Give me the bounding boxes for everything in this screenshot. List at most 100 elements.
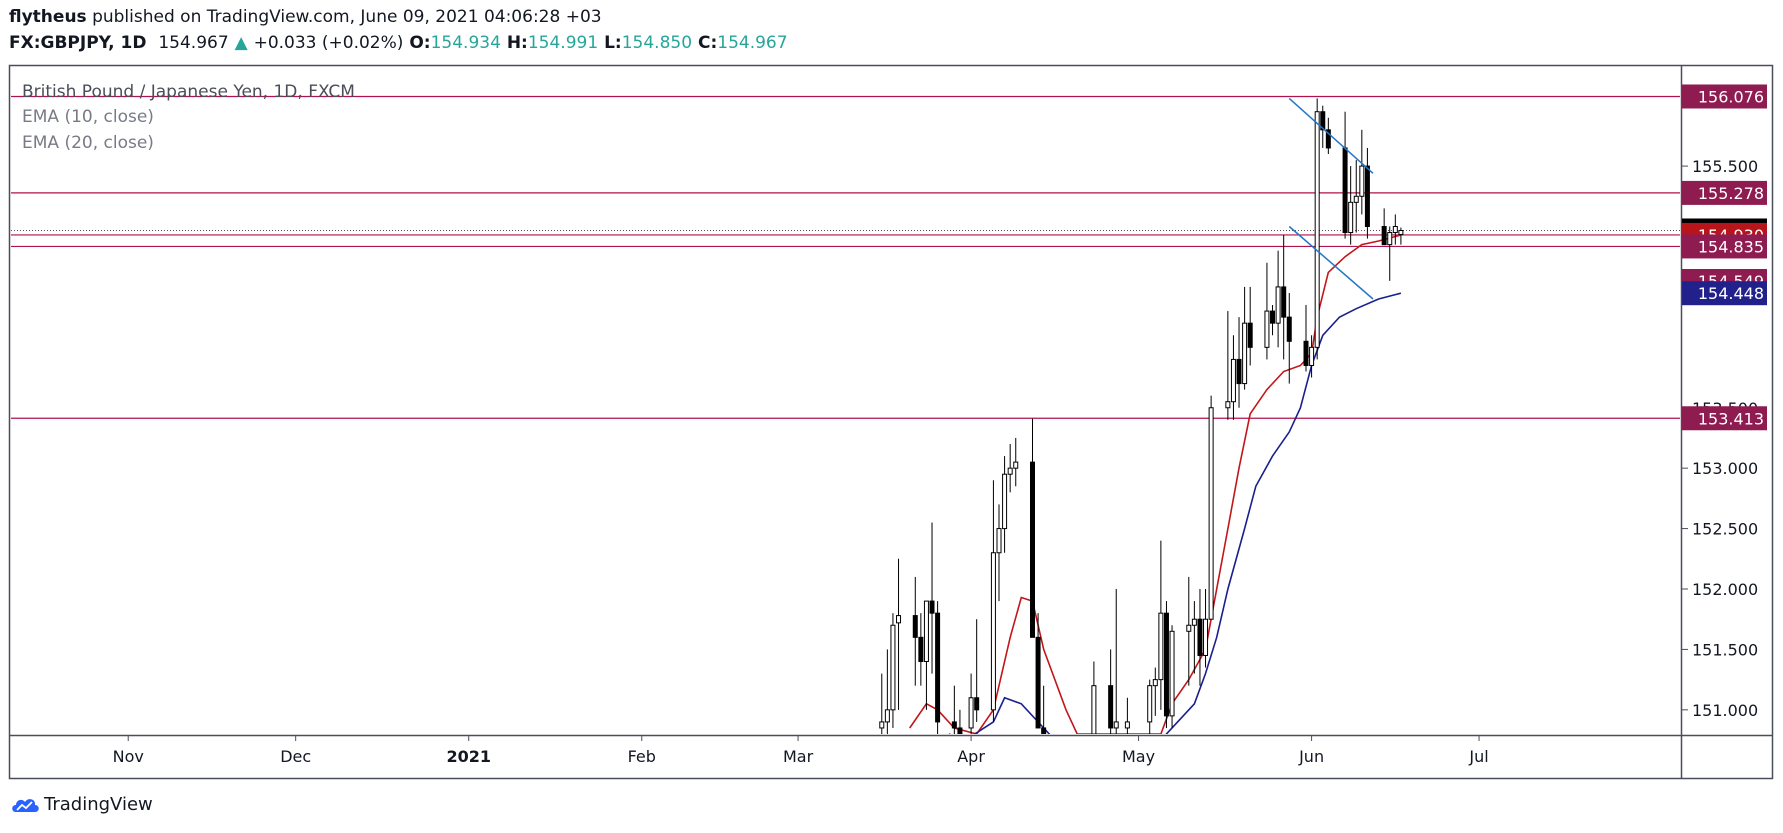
candle-body	[1035, 636, 1041, 729]
candle	[923, 600, 929, 710]
candle-body	[929, 600, 935, 614]
change-arrow-icon: ▲	[234, 33, 248, 53]
candle	[1163, 601, 1169, 728]
candle-body	[1002, 473, 1008, 530]
candle-body	[1325, 129, 1331, 149]
tradingview-cloud-icon	[12, 798, 39, 812]
candle	[1392, 214, 1398, 245]
y-tick-label: 151.500	[1692, 640, 1758, 659]
candle-body	[1186, 624, 1192, 632]
candle	[1364, 147, 1370, 239]
candle	[1387, 226, 1393, 281]
candle-body	[1247, 322, 1253, 348]
candle	[1348, 166, 1354, 245]
candle	[1314, 98, 1320, 360]
price-badge-label: 154.448	[1698, 284, 1764, 303]
footer-brand[interactable]: TradingView	[10, 794, 153, 815]
candle-body	[1169, 630, 1175, 717]
candle-body	[1281, 286, 1287, 318]
y-tick-label: 152.500	[1692, 520, 1758, 539]
candle	[1398, 227, 1404, 245]
candle-body	[1029, 461, 1035, 638]
candle	[1286, 292, 1292, 384]
published-text: published on TradingView.com, June 09, 2…	[92, 7, 602, 27]
candle-body	[1191, 618, 1197, 626]
candle-body	[1197, 618, 1203, 656]
candle-body	[896, 615, 902, 624]
brand-name: TradingView	[44, 794, 153, 815]
candle	[1186, 576, 1192, 686]
candle-body	[990, 552, 996, 711]
candle	[929, 522, 935, 674]
candle-body	[1007, 467, 1013, 475]
candle-body	[951, 721, 957, 729]
legend-ema10[interactable]: EMA (10, close)	[22, 107, 154, 127]
candle-body	[957, 727, 963, 734]
candle	[951, 685, 957, 734]
candle-body	[1203, 618, 1209, 656]
candle-body	[1342, 147, 1348, 234]
candle-body	[1158, 612, 1164, 681]
horizontal-levels	[11, 95, 1680, 419]
candle	[1035, 613, 1041, 729]
author-name[interactable]: flytheus	[9, 7, 87, 27]
chart-border	[8, 64, 1774, 780]
candle-body	[1163, 612, 1169, 717]
publish-info: flytheus published on TradingView.com, J…	[9, 7, 602, 27]
time-axis[interactable]: Nov Dec 2021 Feb Mar Apr May Jun Jul	[113, 736, 1489, 766]
price-badge-label: 154.835	[1698, 237, 1764, 256]
symbol-timeframe[interactable]: FX:GBPJPY, 1D	[9, 33, 147, 53]
close-label: C:	[697, 33, 718, 53]
candle	[1309, 335, 1315, 378]
y-tick-label: 151.000	[1692, 701, 1758, 720]
candle-body	[1320, 111, 1326, 131]
trendlines	[1288, 97, 1374, 300]
candle-body	[1303, 340, 1309, 366]
x-tick-label: Jul	[1468, 747, 1488, 766]
x-tick-label: Dec	[280, 747, 311, 766]
candle-body	[1264, 310, 1270, 348]
candle-body	[1387, 232, 1393, 246]
legend-ema20[interactable]: EMA (20, close)	[22, 133, 154, 153]
x-tick-label: Feb	[628, 747, 656, 766]
y-tick-label: 152.000	[1692, 580, 1758, 599]
candles	[879, 98, 1404, 734]
price-badge-bg	[1682, 406, 1767, 431]
candle	[1264, 262, 1270, 360]
candle	[968, 673, 974, 734]
candle	[884, 649, 890, 734]
candle	[1275, 250, 1281, 348]
close-value: 154.967	[717, 33, 788, 53]
candle	[990, 480, 996, 722]
candle	[1147, 679, 1153, 734]
candle	[1353, 160, 1359, 233]
x-tick-label: Nov	[113, 747, 144, 766]
price-badge-bg	[1682, 180, 1767, 205]
x-tick-label: Mar	[783, 747, 814, 766]
candle-body	[996, 528, 1002, 554]
price-badge-label: 155.278	[1698, 184, 1764, 203]
candle-body	[1113, 721, 1119, 729]
candle-body	[912, 615, 918, 638]
last-price: 154.967	[158, 33, 229, 53]
candle-body	[935, 612, 941, 723]
price-badge-bg	[1682, 234, 1767, 259]
open-label: O:	[409, 33, 431, 53]
trendline	[1288, 97, 1374, 174]
candle	[996, 504, 1002, 602]
candle	[1191, 601, 1197, 674]
candle-body	[879, 721, 885, 729]
candle	[1091, 661, 1097, 734]
candle	[1270, 305, 1276, 336]
candle-body	[974, 697, 980, 711]
candle	[974, 619, 980, 722]
candle	[1169, 625, 1175, 728]
candle-body	[1381, 226, 1387, 246]
ema-lines	[909, 234, 1402, 734]
price-badge-label: 153.413	[1698, 409, 1764, 428]
candle-body	[918, 636, 924, 662]
price-badges: 156.076155.278154.967154.930154.835154.5…	[1682, 84, 1767, 431]
candle	[1158, 540, 1164, 710]
candle-body	[1152, 679, 1158, 687]
